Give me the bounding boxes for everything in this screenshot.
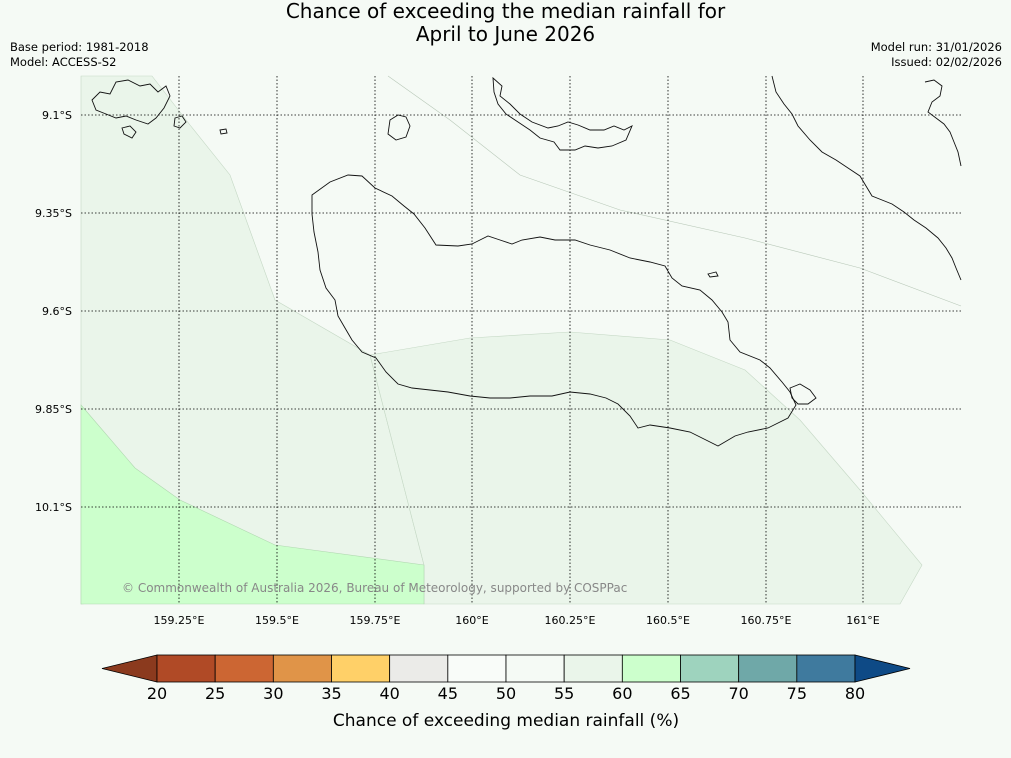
meta-right: Model run: 31/01/2026 Issued: 02/02/2026: [871, 40, 1002, 70]
colorbar-tick-label: 50: [496, 684, 516, 703]
contour-line-north: [387, 75, 962, 307]
lat-label: 9.6°S: [42, 305, 72, 318]
colorbar-segment: [156, 654, 216, 683]
colorbar-segment: [214, 654, 274, 683]
colorbar-segments: [156, 654, 856, 683]
colorbar-segment: [738, 654, 798, 683]
lat-label: 9.1°S: [42, 109, 72, 122]
base-period: Base period: 1981-2018: [10, 40, 149, 54]
colorbar-over-arrow: [854, 654, 911, 683]
colorbar-segment: [563, 654, 623, 683]
lon-label: 159.25°E: [154, 614, 205, 627]
copyright-notice: © Commonwealth of Australia 2026, Bureau…: [122, 581, 627, 595]
colorbar-under-arrow: [101, 654, 158, 683]
lon-label: 160°E: [455, 614, 488, 627]
colorbar-segment: [272, 654, 332, 683]
colorbar: 20 25 30 35 40 45 50 55 60 65 70 75 80 Chance of exc…: [101, 654, 911, 731]
colorbar-tick-label: 80: [845, 684, 865, 703]
lon-label: 160.5°E: [646, 614, 690, 627]
title-line-1: Chance of exceeding the median rainfall …: [285, 0, 726, 23]
map-title: Chance of exceeding the median rainfall …: [0, 0, 1011, 46]
lon-label: 160.25°E: [545, 614, 596, 627]
issued-date: Issued: 02/02/2026: [891, 55, 1002, 69]
colorbar-segment: [447, 654, 507, 683]
colorbar-segment: [680, 654, 740, 683]
colorbar-segment: [331, 654, 391, 683]
coast-nw-islet-1: [121, 125, 137, 139]
lat-labels: 9.1°S 9.35°S 9.6°S 9.85°S 10.1°S: [35, 109, 72, 514]
lat-label: 9.85°S: [35, 403, 72, 416]
colorbar-tick-label: 75: [787, 684, 807, 703]
coast-nw-islands: [91, 79, 171, 125]
meta-left: Base period: 1981-2018 Model: ACCESS-S2: [10, 40, 149, 70]
colorbar-tick-label: 35: [321, 684, 341, 703]
coast-florida-islands: [492, 76, 633, 151]
map-panel: [80, 75, 962, 605]
title-line-2: April to June 2026: [415, 22, 596, 46]
colorbar-tick-label: 70: [728, 684, 748, 703]
lat-label: 9.35°S: [35, 207, 72, 220]
lat-label: 10.1°S: [35, 501, 72, 514]
colorbar-tick-label: 30: [263, 684, 283, 703]
model-run: Model run: 31/01/2026: [870, 40, 1002, 54]
coast-nw-islet-2: [173, 115, 187, 129]
colorbar-segment: [505, 654, 565, 683]
coast-savo: [387, 114, 411, 141]
coast-malaita: [771, 75, 962, 281]
colorbar-ticks: 20 25 30 35 40 45 50 55 60 65 70 75 80: [147, 684, 865, 703]
colorbar-tick-label: 65: [670, 684, 690, 703]
lon-label: 159.5°E: [255, 614, 299, 627]
colorbar-tick-label: 45: [438, 684, 458, 703]
colorbar-segment: [389, 654, 449, 683]
colorbar-tick-label: 55: [554, 684, 574, 703]
lon-label: 160.75°E: [741, 614, 792, 627]
colorbar-segment: [621, 654, 681, 683]
lon-label: 161°E: [846, 614, 879, 627]
colorbar-tick-label: 20: [147, 684, 167, 703]
colorbar-tick-label: 60: [612, 684, 632, 703]
colorbar-tick-label: 25: [205, 684, 225, 703]
coast-small-islet: [707, 271, 719, 278]
coast-east-islet: [789, 383, 817, 405]
colorbar-tick-label: 40: [379, 684, 399, 703]
graticule: [81, 76, 961, 604]
lon-label: 159.75°E: [350, 614, 401, 627]
colorbar-segment: [796, 654, 856, 683]
model-name: Model: ACCESS-S2: [10, 55, 117, 69]
coast-guadalcanal: [311, 174, 797, 447]
lon-labels: 159.25°E 159.5°E 159.75°E 160°E 160.25°E…: [154, 614, 880, 627]
coast-nw-islet-3: [219, 128, 228, 135]
probability-band-60-65: [80, 404, 425, 605]
coastlines: [91, 75, 962, 447]
colorbar-title: Chance of exceeding median rainfall (%): [333, 711, 679, 731]
